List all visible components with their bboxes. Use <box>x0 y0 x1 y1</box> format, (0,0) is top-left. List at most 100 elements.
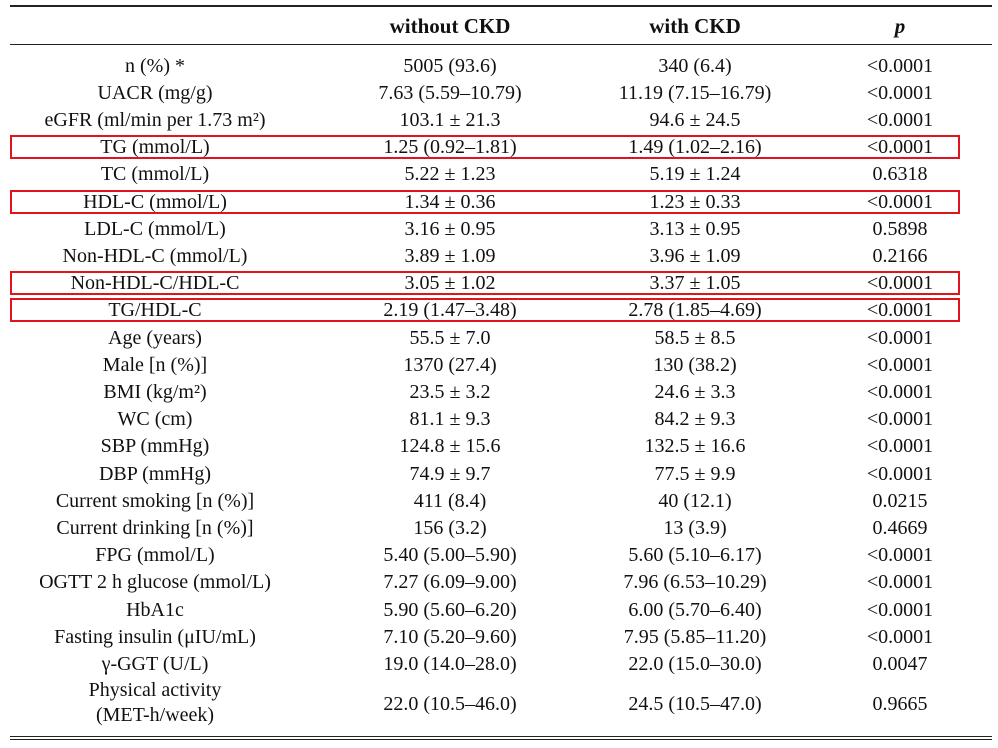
p-value: <0.0001 <box>866 544 934 567</box>
p-value: <0.0001 <box>866 380 934 403</box>
row-label: LDL-C (mmol/L) <box>84 217 226 240</box>
value-without-ckd: 55.5 ± 7.0 <box>409 326 491 349</box>
table-row: OGTT 2 h glucose (mmol/L) 7.27 (6.09–9.00… <box>0 569 998 596</box>
value-without-ckd: 1.34 ± 0.36 <box>404 190 496 213</box>
value-with-ckd: 1.49 (1.02–2.16) <box>628 136 762 159</box>
table-row: TG (mmol/L) 1.25 (0.92–1.81) 1.49 (1.02–2.… <box>0 134 998 161</box>
value-with-ckd: 132.5 ± 16.6 <box>644 435 746 458</box>
bottom-rule-2 <box>10 739 992 740</box>
row-label: Physical activity (MET-h/week) <box>88 679 222 727</box>
value-without-ckd: 411 (8.4) <box>413 489 487 512</box>
row-label: Fasting insulin (μIU/mL) <box>54 625 256 648</box>
value-without-ckd: 3.05 ± 1.02 <box>404 272 496 295</box>
p-value: <0.0001 <box>866 435 934 458</box>
row-label: HDL-C (mmol/L) <box>83 190 227 213</box>
value-with-ckd: 1.23 ± 0.33 <box>649 190 741 213</box>
value-without-ckd: 5.90 (5.60–6.20) <box>383 598 517 621</box>
value-with-ckd: 7.96 (6.53–10.29) <box>623 571 767 594</box>
row-label: Current drinking [n (%)] <box>56 516 254 539</box>
header-p: p <box>894 14 906 38</box>
value-with-ckd: 5.60 (5.10–6.17) <box>628 544 762 567</box>
row-label: SBP (mmHg) <box>100 435 210 458</box>
table-row: LDL-C (mmol/L) 3.16 ± 0.95 3.13 ± 0.95 0.58… <box>0 216 998 243</box>
value-without-ckd: 103.1 ± 21.3 <box>399 108 501 131</box>
highlight-box <box>10 189 960 214</box>
value-with-ckd: 7.95 (5.85–11.20) <box>623 625 767 648</box>
value-with-ckd: 94.6 ± 24.5 <box>649 108 741 131</box>
p-value: 0.5898 <box>872 217 928 240</box>
p-value: 0.4669 <box>872 516 928 539</box>
p-value: 0.0215 <box>872 489 928 512</box>
table-row: γ-GGT (U/L) 19.0 (14.0–28.0) 22.0 (15.0–30… <box>0 651 998 678</box>
p-value: <0.0001 <box>866 625 934 648</box>
p-value: <0.0001 <box>866 408 934 431</box>
p-value: <0.0001 <box>866 54 934 77</box>
value-with-ckd: 40 (12.1) <box>658 489 732 512</box>
value-with-ckd: 58.5 ± 8.5 <box>654 326 736 349</box>
table-row: Non-HDL-C (mmol/L) 3.89 ± 1.09 3.96 ± 1.09… <box>0 243 998 270</box>
row-label: eGFR (ml/min per 1.73 m²) <box>44 108 266 131</box>
table-row: Current smoking [n (%)] 411 (8.4) 40 (12.1… <box>0 488 998 515</box>
table-row: TG/HDL-C 2.19 (1.47–3.48) 2.78 (1.85–4.69)… <box>0 297 998 324</box>
header-with-ckd: with CKD <box>649 14 741 38</box>
table-row: Non-HDL-C/HDL-C 3.05 ± 1.02 3.37 ± 1.05 <0.… <box>0 270 998 297</box>
p-value: <0.0001 <box>866 81 934 104</box>
value-without-ckd: 3.89 ± 1.09 <box>404 244 496 267</box>
p-value: 0.2166 <box>872 244 928 267</box>
row-label: DBP (mmHg) <box>98 462 212 485</box>
row-label: WC (cm) <box>117 408 193 431</box>
row-label: TG (mmol/L) <box>100 136 210 159</box>
value-without-ckd: 1370 (27.4) <box>403 353 497 376</box>
value-without-ckd: 5.40 (5.00–5.90) <box>383 544 517 567</box>
p-value: <0.0001 <box>866 462 934 485</box>
value-without-ckd: 5.22 ± 1.23 <box>404 163 496 186</box>
row-label: OGTT 2 h glucose (mmol/L) <box>39 571 271 594</box>
table-row: DBP (mmHg) 74.9 ± 9.7 77.5 ± 9.9 <0.0001 <box>0 461 998 488</box>
value-without-ckd: 7.10 (5.20–9.60) <box>383 625 517 648</box>
header-without-ckd: without CKD <box>389 14 511 38</box>
p-value: <0.0001 <box>866 272 934 295</box>
row-label: UACR (mg/g) <box>97 81 213 104</box>
value-with-ckd: 11.19 (7.15–16.79) <box>618 81 772 104</box>
value-with-ckd: 3.37 ± 1.05 <box>649 272 741 295</box>
table-row: n (%) * 5005 (93.6) 340 (6.4) <0.0001 <box>0 53 998 80</box>
table-row: HDL-C (mmol/L) 1.34 ± 0.36 1.23 ± 0.33 <0.0… <box>0 189 998 216</box>
value-with-ckd: 3.96 ± 1.09 <box>649 244 741 267</box>
table-row: HbA1c 5.90 (5.60–6.20) 6.00 (5.70–6.40) <0.… <box>0 597 998 624</box>
value-without-ckd: 19.0 (14.0–28.0) <box>383 652 517 675</box>
p-value: 0.6318 <box>872 163 928 186</box>
value-with-ckd: 24.6 ± 3.3 <box>654 380 736 403</box>
row-label: n (%) * <box>125 54 185 77</box>
row-label: Non-HDL-C/HDL-C <box>70 272 240 295</box>
value-without-ckd: 124.8 ± 15.6 <box>399 435 501 458</box>
row-label: Age (years) <box>108 326 202 349</box>
p-value: <0.0001 <box>866 571 934 594</box>
value-without-ckd: 23.5 ± 3.2 <box>409 380 491 403</box>
table-row: Physical activity (MET-h/week) 22.0 (10.5… <box>0 678 998 732</box>
value-with-ckd: 2.78 (1.85–4.69) <box>628 299 762 322</box>
row-label: Non-HDL-C (mmol/L) <box>62 244 248 267</box>
value-with-ckd: 22.0 (15.0–30.0) <box>628 652 762 675</box>
p-value: 0.9665 <box>872 693 928 716</box>
value-with-ckd: 340 (6.4) <box>658 54 732 77</box>
table-row: BMI (kg/m²) 23.5 ± 3.2 24.6 ± 3.3 <0.0001 <box>0 379 998 406</box>
row-label: Male [n (%)] <box>102 353 208 376</box>
table-row: Current drinking [n (%)] 156 (3.2) 13 (3.9… <box>0 515 998 542</box>
p-value: <0.0001 <box>866 326 934 349</box>
table-row: TC (mmol/L) 5.22 ± 1.23 5.19 ± 1.24 0.6318 <box>0 161 998 188</box>
value-with-ckd: 6.00 (5.70–6.40) <box>628 598 762 621</box>
row-label: TC (mmol/L) <box>100 163 210 186</box>
value-without-ckd: 7.27 (6.09–9.00) <box>383 571 517 594</box>
value-without-ckd: 156 (3.2) <box>413 516 487 539</box>
value-with-ckd: 84.2 ± 9.3 <box>654 408 736 431</box>
value-with-ckd: 24.5 (10.5–47.0) <box>628 693 762 716</box>
value-without-ckd: 5005 (93.6) <box>403 54 497 77</box>
table-row: Male [n (%)] 1370 (27.4) 130 (38.2) <0.0001 <box>0 352 998 379</box>
value-with-ckd: 77.5 ± 9.9 <box>654 462 736 485</box>
table-row: WC (cm) 81.1 ± 9.3 84.2 ± 9.3 <0.0001 <box>0 406 998 433</box>
top-rule <box>10 5 992 7</box>
row-label: TG/HDL-C <box>108 299 202 322</box>
p-value: <0.0001 <box>866 353 934 376</box>
value-without-ckd: 2.19 (1.47–3.48) <box>383 299 517 322</box>
value-without-ckd: 3.16 ± 0.95 <box>404 217 496 240</box>
